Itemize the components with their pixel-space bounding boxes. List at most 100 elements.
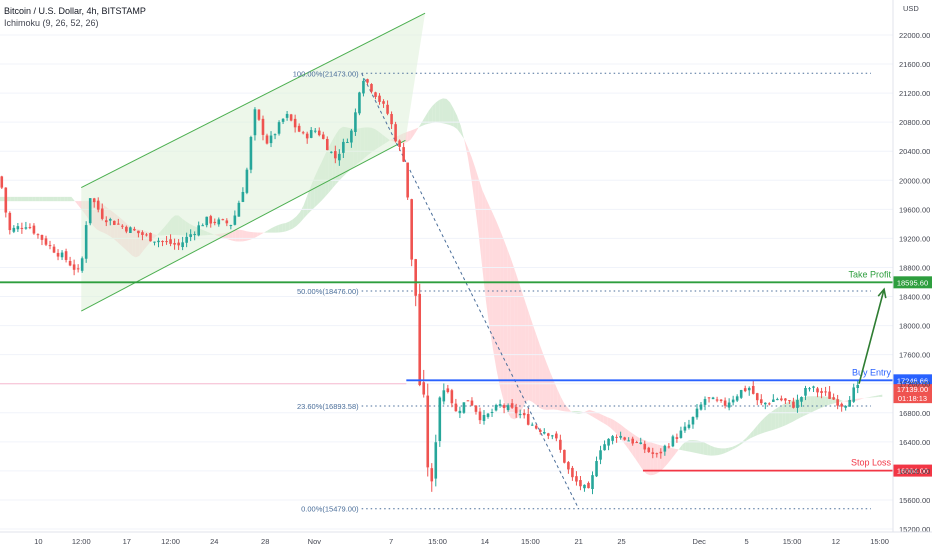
cloud-segment [496, 221, 501, 388]
candle-body [229, 225, 233, 227]
candle-body [169, 239, 172, 244]
cloud-segment [253, 232, 258, 239]
price-tick-label: 18400.00 [899, 293, 930, 302]
candle-body [309, 130, 313, 138]
candle-body [840, 403, 843, 407]
trade-level-label: Take Profit [848, 269, 891, 279]
candle-body [816, 388, 819, 393]
candle-body [273, 134, 277, 136]
candle-body [780, 398, 783, 401]
cloud-segment [407, 130, 411, 143]
candle-body [104, 220, 108, 223]
time-tick-label: 15:00 [870, 537, 889, 546]
cloud-segment [842, 400, 847, 402]
candle-body [490, 411, 494, 413]
cloud-segment [767, 411, 772, 432]
candle-body [56, 252, 60, 257]
cloud-segment [0, 196, 4, 202]
cloud-segment [442, 98, 447, 125]
candle-body [193, 234, 196, 236]
cloud-segment [460, 125, 465, 141]
cloud-segment [782, 403, 786, 427]
candle-body [96, 200, 100, 210]
candle-body [141, 232, 144, 235]
candle-body [639, 442, 643, 444]
cloud-segment [725, 447, 729, 453]
candle-body [751, 385, 755, 394]
candle-body [48, 245, 52, 247]
candle-body [466, 400, 470, 402]
cloud-segment [671, 447, 676, 459]
cloud-segment [657, 444, 661, 474]
candle-body [76, 268, 80, 270]
cloud-segment [464, 139, 468, 159]
candle-body [575, 476, 578, 482]
cloud-segment [746, 433, 751, 441]
candle-body [599, 450, 602, 460]
target-arrow-shaft [858, 289, 885, 384]
candle-body [44, 238, 48, 245]
candle-body [591, 475, 594, 490]
cloud-segment [60, 196, 65, 202]
cloud-segment [653, 443, 658, 475]
ascending-channel [81, 12, 426, 312]
cloud-segment [803, 396, 808, 416]
candle-body [289, 114, 293, 121]
candle-body [398, 140, 401, 147]
candle-body [506, 405, 510, 411]
candle-body [559, 439, 562, 450]
candle-body [651, 452, 655, 454]
candle-body [201, 225, 205, 227]
cloud-segment [607, 417, 611, 429]
candle-body [313, 130, 317, 132]
candle-body [161, 241, 164, 243]
cloud-segment [825, 396, 829, 407]
cloud-segment [721, 448, 726, 455]
candle-body [72, 264, 76, 270]
cloud-segment [242, 230, 247, 242]
candle-body [32, 225, 36, 234]
candle-body [277, 122, 281, 134]
price-tick-label: 16000.00 [899, 467, 930, 476]
candle-body [832, 397, 835, 400]
candle-body [209, 216, 213, 224]
candle-body [422, 382, 426, 395]
candle-body [297, 125, 301, 132]
candle-body [514, 406, 518, 414]
candle-body [24, 227, 28, 229]
time-tick-label: 21 [574, 537, 582, 546]
candle-body [510, 403, 514, 408]
candle-body [370, 84, 373, 92]
time-tick-label: 15:00 [428, 537, 447, 546]
candle-body [522, 413, 526, 416]
cloud-segment [492, 213, 497, 370]
candle-body [502, 405, 506, 409]
candle-body [338, 153, 341, 161]
cloud-segment [546, 362, 551, 410]
candle-body [52, 246, 56, 253]
candle-body [117, 223, 120, 225]
candle-body [137, 230, 140, 234]
candle-body [28, 227, 32, 229]
candle-body [4, 187, 8, 213]
candle-body [92, 198, 96, 203]
price-tick-label: 20000.00 [899, 176, 930, 185]
cloud-segment [857, 398, 861, 401]
candle-body [245, 169, 249, 193]
cloud-segment [539, 343, 543, 410]
candle-body [317, 130, 321, 136]
candle-body [386, 104, 389, 114]
candle-body [20, 227, 24, 229]
price-tick-label: 17600.00 [899, 351, 930, 360]
candle-body [233, 215, 237, 225]
candle-body [8, 212, 12, 231]
candle-body [687, 424, 691, 428]
candle-body [181, 242, 184, 248]
time-tick-label: 7 [389, 537, 393, 546]
candle-body [643, 443, 647, 450]
cloud-segment [785, 401, 790, 426]
candle-body [402, 147, 405, 162]
candle-body [133, 229, 136, 231]
candle-body [679, 430, 683, 438]
